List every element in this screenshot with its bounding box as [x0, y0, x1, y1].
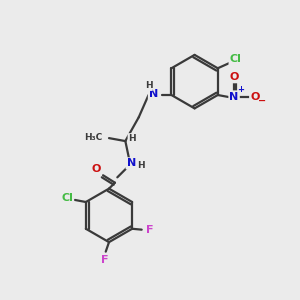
Text: O: O: [92, 164, 101, 174]
Text: −: −: [258, 95, 266, 105]
Text: F: F: [146, 225, 154, 235]
Text: H₃C: H₃C: [84, 133, 102, 142]
Text: H: H: [137, 161, 145, 170]
Text: N: N: [127, 158, 136, 168]
Text: O: O: [230, 72, 239, 82]
Text: N: N: [149, 89, 158, 99]
Text: H: H: [145, 82, 152, 91]
Text: O: O: [250, 92, 260, 101]
Text: +: +: [237, 85, 244, 94]
Text: Cl: Cl: [61, 193, 73, 202]
Text: Cl: Cl: [230, 54, 242, 64]
Text: F: F: [101, 255, 108, 265]
Text: N: N: [230, 92, 239, 101]
Text: H: H: [128, 134, 136, 142]
